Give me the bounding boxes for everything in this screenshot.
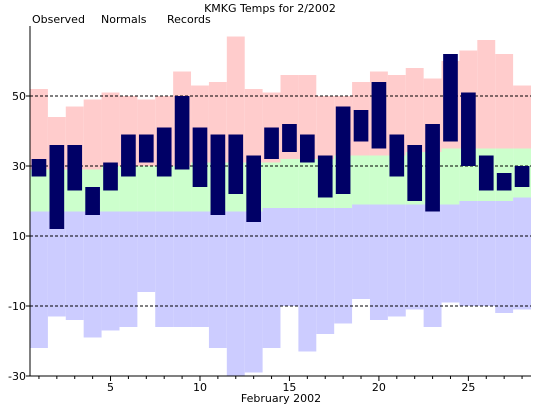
observed-bar [317, 155, 333, 198]
normal-range-bar [298, 159, 317, 208]
y-tick-label: 50 [12, 90, 26, 103]
record-low-bar [262, 208, 281, 348]
observed-bar [246, 155, 261, 222]
observed-bar [478, 155, 494, 191]
normal-range-bar [262, 162, 281, 208]
observed-bar [300, 134, 315, 163]
normal-range-bar [352, 155, 370, 205]
observed-bar [103, 162, 118, 191]
record-high-bar [226, 36, 245, 163]
record-low-bar [298, 208, 317, 352]
y-tick-label: 30 [12, 160, 26, 173]
observed-bar [371, 82, 387, 149]
record-low-bar [244, 211, 263, 373]
plot-area: -30 -10 10 30 50 5 10 15 20 25 [8, 26, 531, 394]
legend-normals: Normals [101, 13, 147, 26]
record-high-bar [101, 92, 120, 166]
normal-range-bar [155, 166, 174, 212]
observed-bar [121, 134, 136, 177]
observed-bar [31, 159, 47, 177]
x-tick-label: 25 [461, 381, 475, 394]
record-low-bar [173, 211, 192, 327]
record-high-bar [513, 85, 531, 149]
normal-range-bar [30, 169, 48, 212]
normal-range-bar [280, 159, 299, 208]
record-high-bar [316, 96, 335, 159]
record-low-bar [101, 211, 120, 331]
record-low-bar [352, 204, 370, 299]
record-low-bar [191, 211, 209, 327]
observed-bar [210, 134, 226, 215]
observed-bar [85, 187, 100, 215]
observed-bar [282, 124, 297, 152]
record-low-bar [30, 211, 48, 348]
observed-bar [174, 96, 190, 170]
record-low-bar [334, 208, 353, 324]
x-tick-label: 15 [282, 381, 296, 394]
record-low-bar [405, 204, 424, 310]
observed-bar [443, 54, 458, 142]
record-low-bar [459, 201, 478, 306]
x-tick-label: 10 [193, 381, 207, 394]
observed-bar [335, 106, 351, 194]
normal-range-bar [119, 166, 138, 212]
normal-range-bar [173, 166, 192, 212]
chart-title: KMKG Temps for 2/2002 [204, 2, 336, 15]
record-high-bar [30, 89, 48, 170]
x-axis-label: February 2002 [241, 392, 321, 405]
observed-bar [353, 110, 369, 142]
observed-bar [425, 124, 440, 212]
record-low-bar [423, 204, 442, 327]
record-low-bar [83, 211, 102, 338]
record-low-bar [119, 211, 138, 327]
record-low-bar [226, 211, 245, 376]
record-low-bar [280, 208, 299, 306]
observed-bar [67, 145, 83, 191]
x-tick-label: 5 [107, 381, 114, 394]
record-low-bar [513, 197, 531, 310]
observed-bar [461, 92, 476, 166]
record-low-bar [316, 208, 335, 334]
normal-range-bar [369, 155, 388, 205]
observed-bar [264, 127, 279, 159]
normal-range-bar [441, 148, 460, 205]
x-tick-label: 20 [372, 381, 386, 394]
y-tick-label: -30 [8, 370, 26, 383]
record-low-bar [47, 211, 66, 317]
record-low-bar [369, 204, 388, 320]
record-low-bar [208, 211, 227, 348]
record-low-bar [137, 211, 156, 292]
record-low-bar [65, 211, 84, 320]
record-low-bar [441, 204, 460, 303]
record-low-bar [477, 201, 496, 306]
observed-bar [407, 145, 423, 201]
observed-bar [138, 134, 154, 163]
legend-records: Records [167, 13, 211, 26]
record-high-bar [477, 40, 496, 149]
observed-bar [514, 166, 530, 187]
normal-range-bar [137, 166, 156, 212]
y-tick-label: -10 [8, 300, 26, 313]
observed-bar [389, 134, 405, 177]
record-high-bar [244, 89, 263, 163]
record-high-bar [495, 54, 514, 149]
observed-bar [496, 173, 512, 191]
legend-observed: Observed [32, 13, 85, 26]
observed-bar [228, 134, 244, 194]
y-tick-label: 10 [12, 230, 26, 243]
observed-bar [192, 127, 208, 187]
observed-bar [156, 127, 172, 177]
record-low-bar [155, 211, 174, 327]
record-low-bar [387, 204, 406, 317]
observed-bar [49, 145, 65, 229]
record-low-bar [495, 201, 514, 313]
record-high-bar [405, 68, 424, 152]
record-high-bar [83, 99, 102, 170]
